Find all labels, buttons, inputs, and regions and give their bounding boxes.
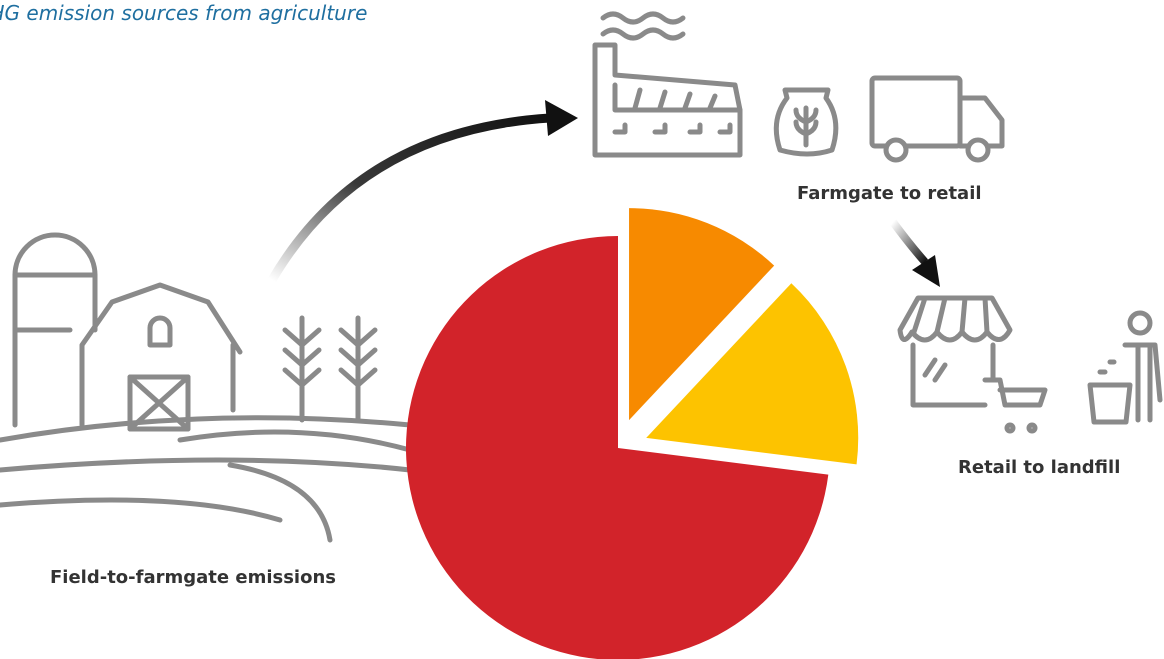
chart-title: GHG emission sources from agriculture — [0, 1, 367, 25]
arrow — [272, 118, 550, 280]
infographic: GHG emission sources from agriculture — [0, 0, 1164, 659]
arrow — [893, 222, 925, 262]
category-label: Farmgate to retail — [797, 183, 982, 204]
processing-icons — [595, 14, 1002, 160]
category-label: Field-to-farmgate emissions — [50, 567, 336, 588]
arrow-head — [545, 100, 578, 136]
retail-icons — [900, 298, 1160, 431]
farm-icon — [0, 235, 410, 540]
pie — [406, 208, 858, 659]
category-label: Retail to landfill — [958, 457, 1120, 478]
